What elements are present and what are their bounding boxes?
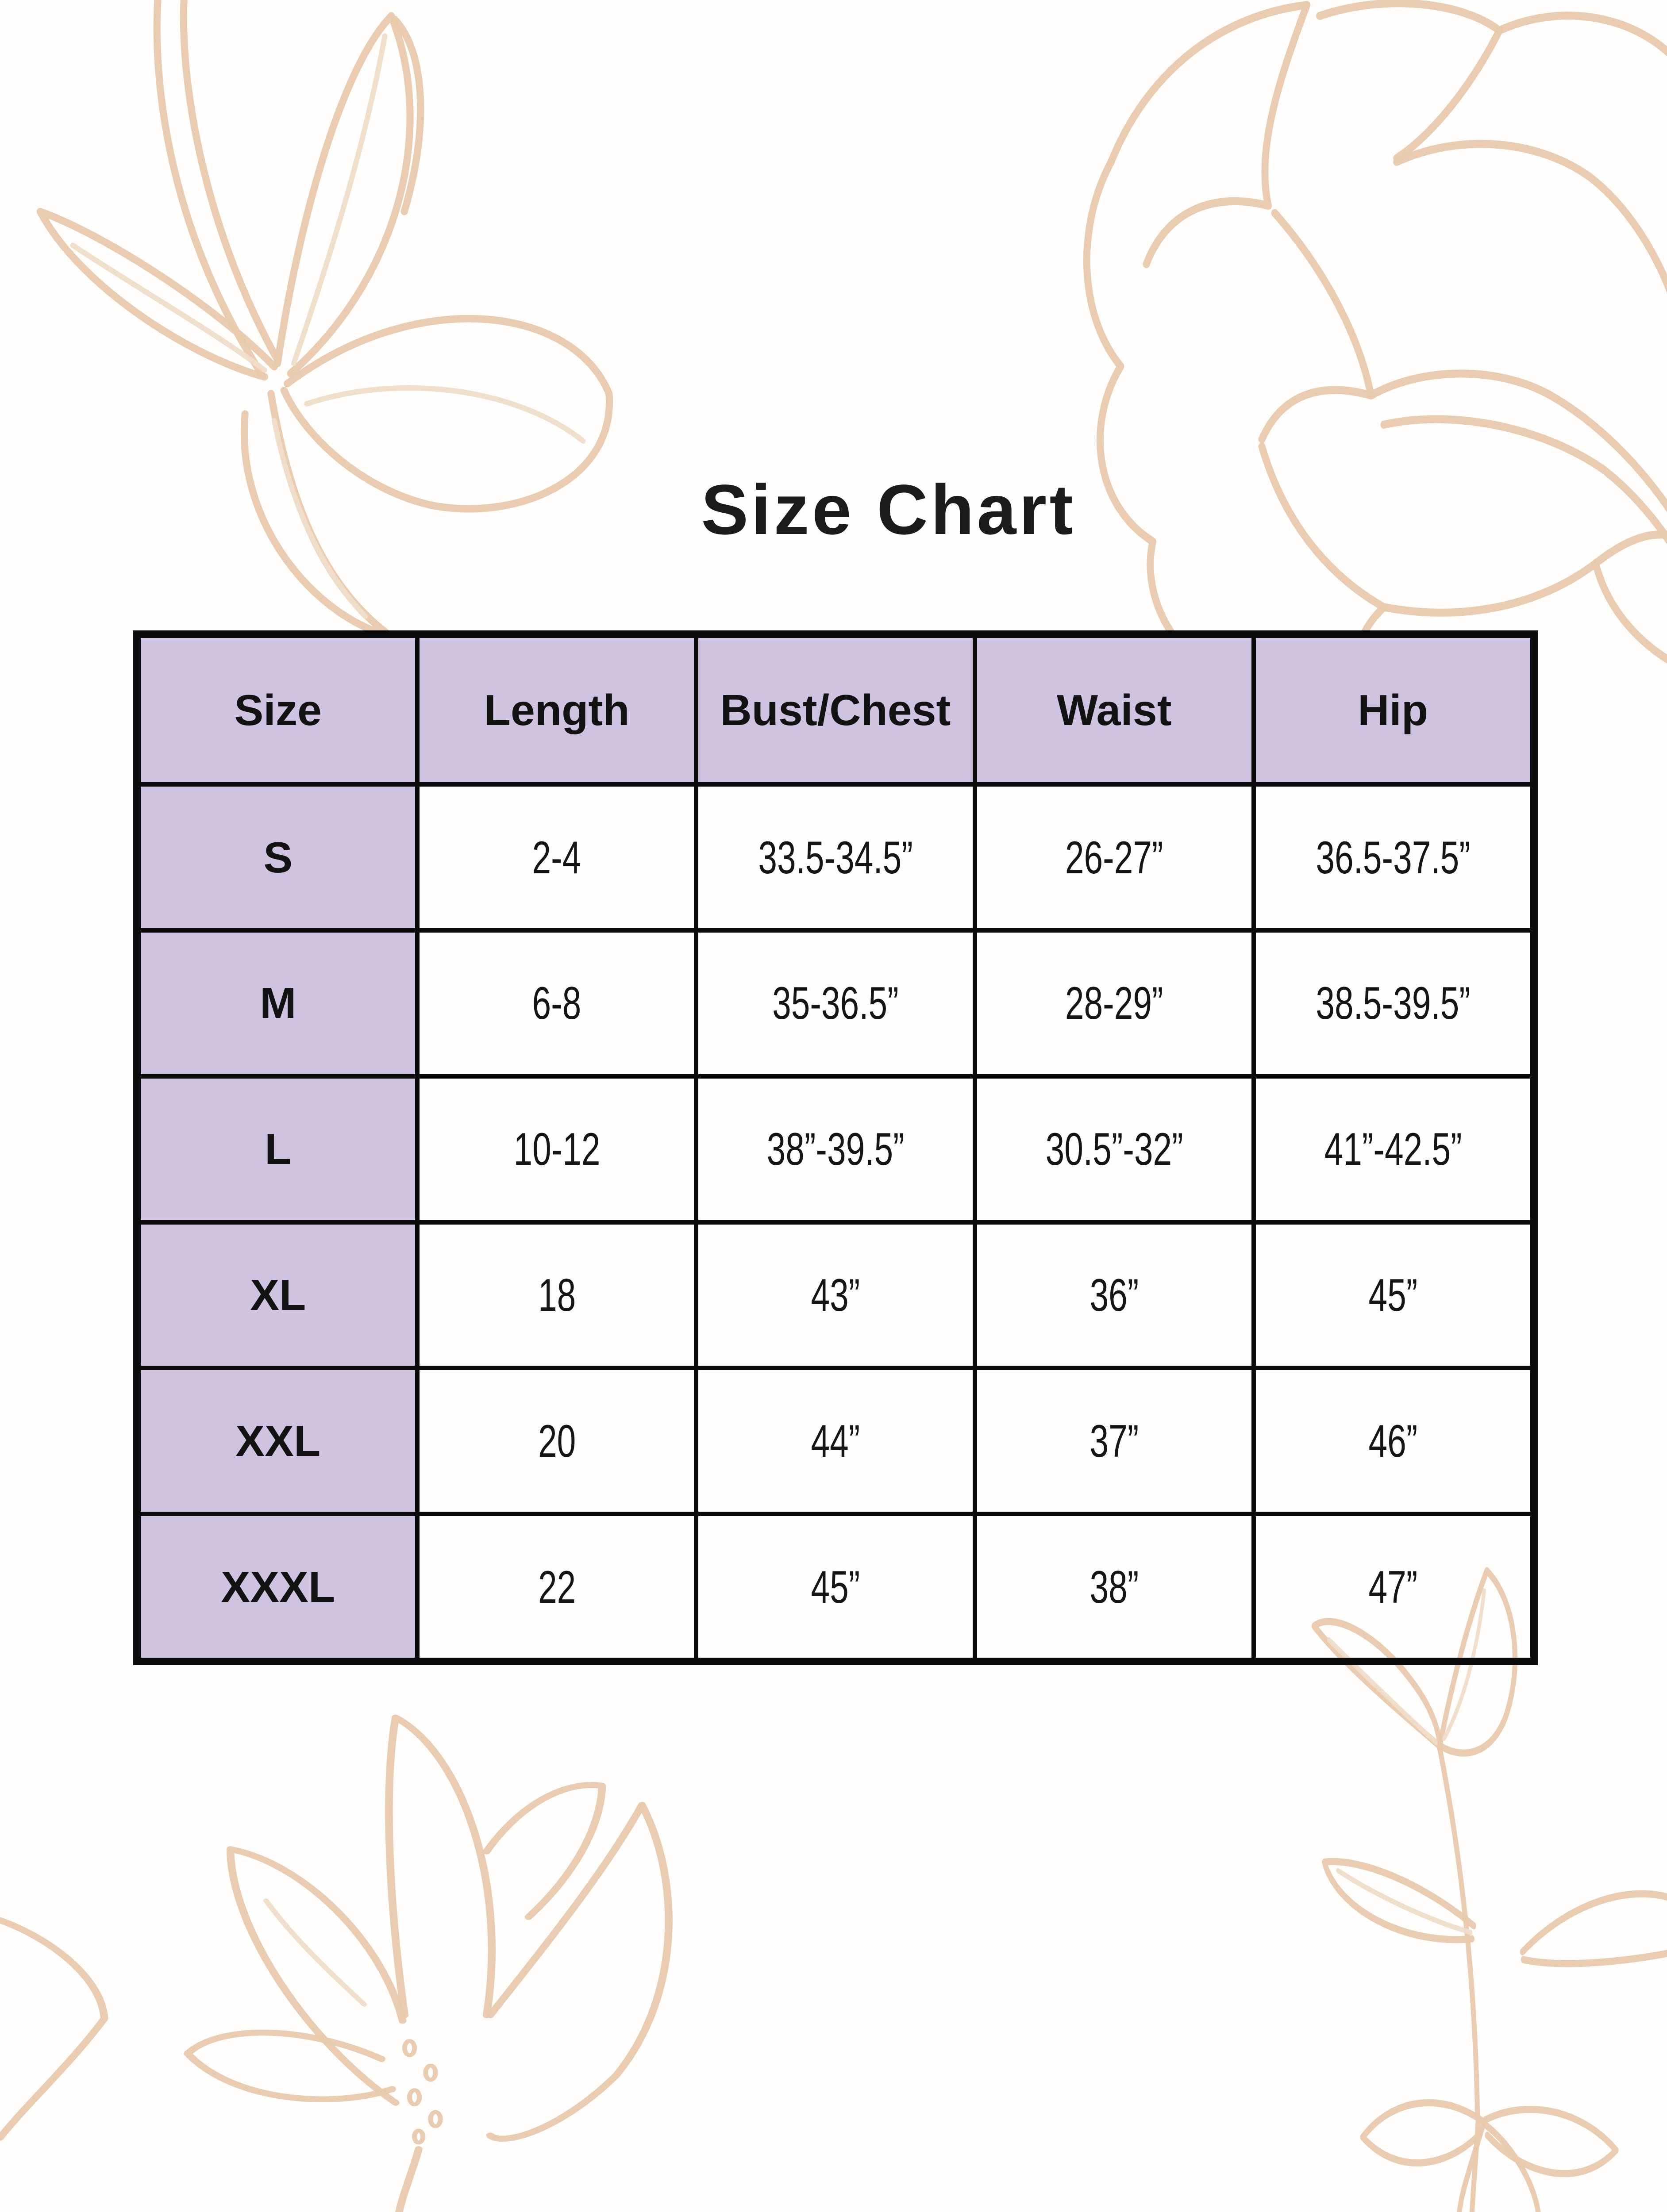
floral-top-left-icon [36,0,613,641]
table-cell-xl-hip: 45” [1253,1222,1532,1368]
row-label-s: S [139,784,418,931]
table-cell-value: 43” [811,1269,860,1321]
table-cell-value: 33.5-34.5” [758,831,913,883]
table-cell-value: 46” [1368,1415,1418,1467]
row-label-m: M [139,930,418,1076]
table-cell-xxxl-waist: 38” [974,1514,1254,1660]
table-cell-xxl-hip: 46” [1253,1368,1532,1514]
table-cell-m-waist: 28-29” [974,930,1254,1076]
table-cell-value: 47” [1368,1561,1418,1613]
size-chart-table: Size Length Bust/Chest Waist Hip S 2-4 33.5-34.… [133,630,1538,1665]
column-header-length: Length [417,635,697,785]
floral-top-right-icon [1050,0,1667,721]
table-cell-value: 41”-42.5” [1324,1123,1462,1175]
column-header-size: Size [139,635,418,785]
table-cell-xxxl-hip: 47” [1253,1514,1532,1660]
floral-bottom-left-icon [0,1666,700,2212]
table-cell-value: 35-36.5” [772,977,899,1029]
table-cell-m-hip: 38.5-39.5” [1253,930,1532,1076]
table-cell-value: 22 [538,1561,576,1613]
page-title: Size Chart [701,469,1076,549]
table-cell-value: 38.5-39.5” [1315,977,1471,1029]
table-cell-s-hip: 36.5-37.5” [1253,784,1532,931]
table-cell-m-length: 6-8 [417,930,697,1076]
table-cell-value: 38” [1090,1561,1139,1613]
floral-lines [36,0,613,641]
table-cell-s-length: 2-4 [417,784,697,931]
table-cell-xxxl-length: 22 [417,1514,697,1660]
table-cell-value: 38”-39.5” [766,1123,905,1175]
floral-bottom-left-icon [0,1714,673,2212]
table-cell-l-length: 10-12 [417,1076,697,1222]
table-cell-xl-bust-chest: 43” [696,1222,975,1368]
table-cell-xxxl-bust-chest: 45” [696,1514,975,1660]
row-label-xxl: XXL [139,1368,418,1514]
table-cell-value: 36” [1090,1269,1139,1321]
table-cell-value: 45” [1368,1269,1418,1321]
table-cell-value: 45” [811,1561,860,1613]
row-label-l: L [139,1076,418,1222]
floral-lines [0,1714,673,2212]
table-cell-l-hip: 41”-42.5” [1253,1076,1532,1222]
floral-top-left-icon [0,0,625,664]
table-cell-s-bust-chest: 33.5-34.5” [696,784,975,931]
table-cell-value: 10-12 [513,1123,601,1175]
table-cell-xl-waist: 36” [974,1222,1254,1368]
table-cell-value: 20 [538,1415,576,1467]
table-cell-value: 6-8 [532,977,581,1029]
table-cell-value: 2-4 [532,831,581,883]
table-cell-value: 30.5”-32” [1045,1123,1183,1175]
table-cell-l-bust-chest: 38”-39.5” [696,1076,975,1222]
column-header-hip: Hip [1253,635,1532,785]
floral-lines [1311,1567,1667,2212]
table-cell-xxl-length: 20 [417,1368,697,1514]
table-cell-value: 44” [811,1415,860,1467]
table-cell-value: 28-29” [1065,977,1163,1029]
table-cell-xl-length: 18 [417,1222,697,1368]
table-cell-value: 18 [538,1269,576,1321]
table-cell-l-waist: 30.5”-32” [974,1076,1254,1222]
column-header-waist: Waist [974,635,1254,785]
floral-lines [1083,0,1667,721]
table-cell-value: 36.5-37.5” [1315,831,1471,883]
table-cell-xxl-bust-chest: 44” [696,1368,975,1514]
table-cell-m-bust-chest: 35-36.5” [696,930,975,1076]
table-cell-xxl-waist: 37” [974,1368,1254,1514]
table-cell-value: 26-27” [1065,831,1163,883]
table-cell-value: 37” [1090,1415,1139,1467]
column-header-bust-chest: Bust/Chest [696,635,975,785]
table-cell-s-waist: 26-27” [974,784,1254,931]
row-label-xxxl: XXXL [139,1514,418,1660]
row-label-xl: XL [139,1222,418,1368]
floral-top-right-icon [1083,0,1667,721]
